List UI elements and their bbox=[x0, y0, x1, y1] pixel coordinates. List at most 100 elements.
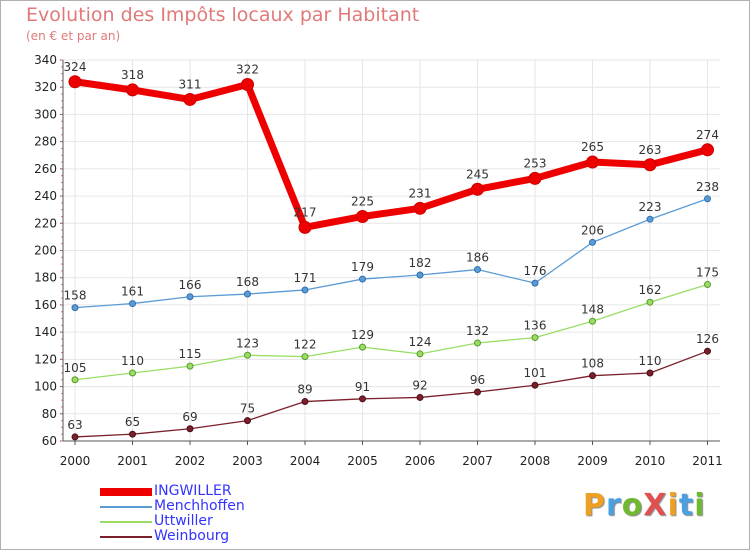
legend-swatch-weinbourg bbox=[100, 536, 152, 538]
data-label-ingwiller: 311 bbox=[179, 77, 202, 91]
data-point-menchhoffen bbox=[186, 293, 194, 301]
data-label-ingwiller: 324 bbox=[64, 60, 87, 74]
data-point-ingwiller bbox=[701, 143, 714, 157]
data-point-uttwiller bbox=[186, 362, 194, 370]
data-label-ingwiller: 253 bbox=[524, 156, 547, 170]
data-label-weinbourg: 65 bbox=[125, 415, 140, 429]
data-point-uttwiller bbox=[244, 351, 251, 359]
data-point-weinbourg bbox=[186, 425, 194, 433]
data-label-uttwiller: 122 bbox=[294, 338, 317, 352]
data-label-weinbourg: 75 bbox=[240, 402, 255, 416]
y-tick-label: 180 bbox=[34, 271, 57, 285]
data-label-weinbourg: 92 bbox=[412, 378, 427, 392]
data-label-weinbourg: 108 bbox=[581, 357, 604, 371]
data-point-ingwiller bbox=[241, 77, 254, 91]
x-tick-label: 2005 bbox=[347, 454, 378, 468]
logo-letter: P bbox=[583, 488, 606, 523]
data-point-uttwiller bbox=[474, 339, 481, 347]
data-label-menchhoffen: 161 bbox=[121, 285, 144, 299]
data-label-menchhoffen: 223 bbox=[639, 200, 662, 214]
data-point-uttwiller bbox=[359, 343, 366, 351]
data-point-weinbourg bbox=[244, 417, 251, 425]
legend-item-weinbourg: Weinbourg bbox=[100, 529, 320, 544]
y-tick-label: 80 bbox=[42, 407, 57, 421]
data-label-menchhoffen: 186 bbox=[466, 251, 489, 265]
data-point-uttwiller bbox=[301, 353, 309, 361]
logo-letter: t bbox=[678, 488, 695, 523]
series-line-uttwiller bbox=[74, 283, 709, 381]
data-label-ingwiller: 225 bbox=[351, 194, 374, 208]
legend-label-uttwiller: Uttwiller bbox=[154, 513, 213, 529]
data-point-menchhoffen bbox=[244, 290, 251, 298]
chart-title: Evolution des Impôts locaux par Habitant bbox=[26, 4, 420, 26]
chart-subtitle: (en € et par an) bbox=[26, 29, 121, 43]
data-label-weinbourg: 89 bbox=[297, 383, 312, 397]
x-tick-label: 2007 bbox=[462, 454, 493, 468]
series-line-menchhoffen bbox=[74, 198, 709, 309]
x-tick-label: 2009 bbox=[577, 454, 608, 468]
data-point-weinbourg bbox=[71, 433, 79, 441]
legend-label-ingwiller: INGWILLER bbox=[154, 483, 232, 499]
data-point-ingwiller bbox=[68, 75, 82, 89]
y-tick-label: 100 bbox=[34, 380, 57, 394]
data-point-menchhoffen bbox=[71, 304, 79, 312]
y-tick-label: 220 bbox=[34, 216, 57, 230]
data-point-weinbourg bbox=[531, 381, 539, 389]
x-tick-label: 2003 bbox=[232, 454, 263, 468]
data-point-menchhoffen bbox=[359, 275, 366, 283]
y-tick-label: 120 bbox=[34, 352, 57, 366]
y-tick-label: 280 bbox=[34, 135, 57, 149]
data-label-weinbourg: 126 bbox=[696, 332, 719, 346]
data-label-uttwiller: 148 bbox=[581, 302, 604, 316]
logo-letter: X bbox=[643, 488, 668, 523]
data-label-uttwiller: 123 bbox=[236, 336, 259, 350]
data-label-menchhoffen: 171 bbox=[294, 271, 317, 285]
data-point-menchhoffen bbox=[589, 238, 596, 246]
data-label-ingwiller: 245 bbox=[466, 167, 489, 181]
proxiti-logo: ProXiti bbox=[583, 488, 706, 523]
logo-letter: r bbox=[606, 488, 622, 523]
data-point-menchhoffen bbox=[646, 215, 654, 223]
logo-letter: i bbox=[694, 488, 706, 523]
data-label-uttwiller: 110 bbox=[121, 354, 144, 368]
data-label-uttwiller: 175 bbox=[696, 266, 719, 280]
data-label-menchhoffen: 179 bbox=[351, 260, 374, 274]
legend-item-ingwiller: INGWILLER bbox=[100, 484, 320, 499]
legend-item-menchhoffen: Menchhoffen bbox=[100, 499, 320, 514]
data-point-uttwiller bbox=[646, 298, 654, 306]
legend-label-menchhoffen: Menchhoffen bbox=[154, 498, 245, 514]
data-point-weinbourg bbox=[416, 393, 424, 401]
y-tick-label: 260 bbox=[34, 162, 57, 176]
data-label-weinbourg: 110 bbox=[639, 354, 662, 368]
legend: INGWILLER Menchhoffen Uttwiller Weinbour… bbox=[100, 484, 320, 544]
data-label-ingwiller: 318 bbox=[121, 68, 144, 82]
logo-letter: i bbox=[667, 488, 679, 523]
data-label-weinbourg: 69 bbox=[182, 410, 197, 424]
y-tick-label: 200 bbox=[34, 244, 57, 258]
y-tick-label: 240 bbox=[34, 189, 57, 203]
y-tick-label: 140 bbox=[34, 325, 57, 339]
data-label-ingwiller: 274 bbox=[696, 128, 719, 142]
legend-swatch-menchhoffen bbox=[100, 506, 152, 508]
data-label-menchhoffen: 182 bbox=[409, 256, 432, 270]
data-label-menchhoffen: 166 bbox=[179, 278, 202, 292]
data-label-uttwiller: 124 bbox=[409, 335, 432, 349]
data-label-menchhoffen: 176 bbox=[524, 264, 547, 278]
data-point-ingwiller bbox=[471, 182, 484, 196]
data-label-uttwiller: 115 bbox=[179, 347, 202, 361]
data-point-ingwiller bbox=[643, 158, 657, 172]
y-tick-label: 300 bbox=[34, 107, 57, 121]
y-tick-label: 340 bbox=[34, 53, 57, 67]
data-point-uttwiller bbox=[416, 350, 424, 358]
legend-swatch-ingwiller bbox=[100, 488, 152, 496]
data-point-menchhoffen bbox=[129, 300, 136, 308]
data-point-uttwiller bbox=[531, 334, 539, 342]
data-point-ingwiller bbox=[126, 83, 139, 97]
data-point-weinbourg bbox=[646, 369, 654, 377]
data-label-menchhoffen: 206 bbox=[581, 223, 604, 237]
data-label-ingwiller: 263 bbox=[639, 143, 662, 157]
series-line-ingwiller bbox=[71, 78, 711, 231]
data-label-weinbourg: 63 bbox=[67, 418, 82, 432]
legend-item-uttwiller: Uttwiller bbox=[100, 514, 320, 529]
